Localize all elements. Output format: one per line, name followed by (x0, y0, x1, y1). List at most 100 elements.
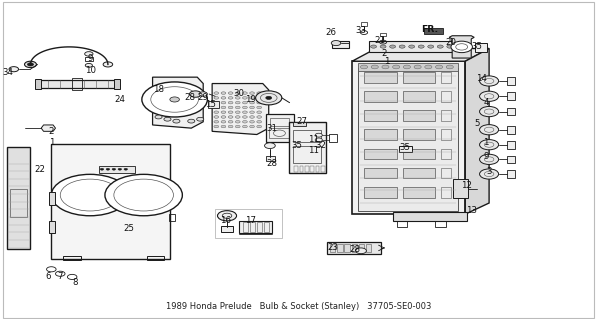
Circle shape (112, 168, 116, 170)
Circle shape (221, 116, 226, 118)
Circle shape (228, 97, 233, 99)
Polygon shape (449, 36, 474, 58)
Circle shape (435, 65, 442, 69)
Bar (364, 187, 397, 197)
Circle shape (250, 116, 254, 118)
Circle shape (361, 65, 368, 69)
Polygon shape (153, 77, 203, 128)
Bar (7, 147, 30, 249)
Circle shape (315, 138, 322, 142)
Text: 15: 15 (205, 100, 216, 109)
Circle shape (437, 45, 443, 48)
Circle shape (242, 111, 247, 114)
Bar (441, 148, 451, 159)
Circle shape (264, 143, 275, 148)
Circle shape (479, 76, 498, 86)
Text: 11: 11 (309, 135, 319, 144)
Text: 9: 9 (484, 152, 489, 161)
Circle shape (242, 125, 247, 128)
Bar (49, 192, 55, 204)
Bar (364, 148, 397, 159)
Bar (403, 168, 435, 179)
Circle shape (315, 133, 322, 137)
Bar (300, 166, 303, 172)
Bar (316, 166, 319, 172)
Bar (85, 57, 93, 60)
Circle shape (250, 92, 254, 94)
Circle shape (221, 92, 226, 94)
Bar (364, 91, 397, 102)
Circle shape (257, 121, 261, 123)
Bar (305, 166, 309, 172)
Bar (380, 33, 386, 36)
Bar (358, 68, 458, 211)
Bar (266, 114, 294, 142)
Circle shape (235, 116, 240, 118)
Bar (441, 129, 451, 140)
Circle shape (257, 97, 261, 99)
Text: 19: 19 (245, 95, 256, 104)
Circle shape (228, 111, 233, 114)
Text: 17: 17 (245, 216, 256, 225)
Circle shape (214, 97, 219, 99)
Bar (397, 220, 408, 227)
Text: 34: 34 (2, 68, 13, 77)
Text: 29: 29 (198, 93, 208, 102)
Bar (424, 28, 442, 34)
Circle shape (409, 45, 415, 48)
Bar (250, 222, 255, 232)
Bar (147, 256, 165, 260)
Text: 35: 35 (399, 143, 410, 152)
Bar (293, 130, 321, 142)
Bar (435, 220, 446, 227)
Bar (507, 108, 515, 116)
Bar (403, 148, 435, 159)
Circle shape (242, 106, 247, 109)
Circle shape (250, 125, 254, 128)
Circle shape (105, 174, 182, 216)
Text: 32: 32 (316, 141, 327, 150)
Bar (72, 78, 82, 90)
Text: 9: 9 (87, 53, 93, 62)
Text: 7: 7 (57, 272, 63, 281)
Bar (63, 256, 81, 260)
Bar (333, 42, 349, 48)
Bar (270, 118, 289, 125)
Circle shape (427, 45, 433, 48)
Text: 2: 2 (48, 127, 54, 136)
Bar (403, 72, 435, 83)
Bar (364, 129, 397, 140)
Circle shape (235, 101, 240, 104)
Bar (221, 226, 233, 232)
Circle shape (235, 121, 240, 123)
Bar (361, 22, 367, 26)
Circle shape (242, 92, 247, 94)
Circle shape (479, 140, 498, 150)
Circle shape (100, 168, 104, 170)
Bar (441, 110, 451, 121)
Bar (507, 170, 515, 178)
Circle shape (164, 117, 171, 121)
Circle shape (235, 106, 240, 109)
Bar (293, 146, 321, 163)
Text: 33: 33 (355, 27, 366, 36)
Bar (359, 244, 364, 252)
Text: 35: 35 (472, 42, 483, 52)
Circle shape (199, 92, 207, 96)
Text: 1: 1 (48, 138, 54, 147)
Bar (403, 129, 435, 140)
Text: 5: 5 (475, 119, 480, 128)
Text: 8: 8 (72, 278, 78, 287)
Text: 25: 25 (123, 224, 134, 233)
Bar (403, 91, 435, 102)
Circle shape (242, 101, 247, 104)
Bar (441, 91, 451, 102)
Circle shape (85, 52, 93, 56)
Text: 24: 24 (114, 95, 125, 104)
Circle shape (187, 119, 195, 123)
Bar (49, 220, 55, 233)
Circle shape (221, 111, 226, 114)
Circle shape (257, 101, 261, 104)
Text: 26: 26 (326, 28, 337, 37)
Circle shape (382, 65, 389, 69)
